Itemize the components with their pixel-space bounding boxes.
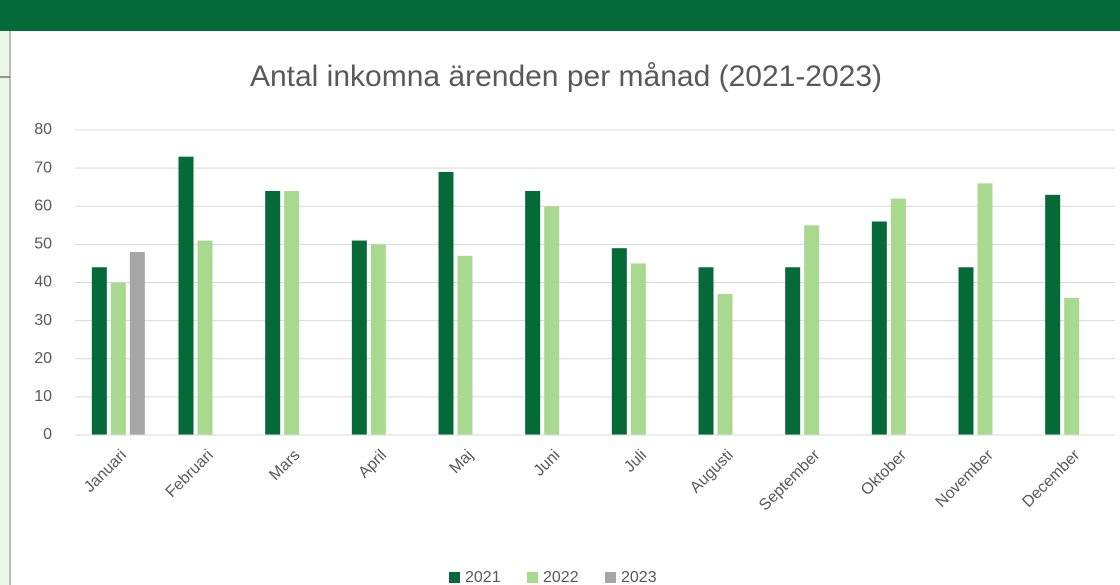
bar: [871, 221, 887, 435]
bar: [630, 263, 646, 435]
bar: [890, 198, 906, 435]
legend-label: 2022: [543, 569, 579, 585]
chart-title: Antal inkomna ärenden per månad (2021-20…: [250, 60, 882, 93]
ribbon-bar: [0, 0, 1120, 31]
bar: [698, 267, 714, 435]
y-tick-label: 20: [34, 350, 52, 367]
bar: [544, 206, 560, 435]
legend-label: 2023: [621, 569, 657, 585]
bar: [977, 183, 993, 435]
bar: [91, 267, 107, 435]
bar: [178, 156, 194, 435]
legend-swatch: [527, 572, 538, 583]
bar: [1045, 194, 1061, 435]
bar: [611, 248, 627, 435]
y-tick-label: 50: [34, 236, 52, 253]
bar: [438, 171, 454, 435]
legend-swatch: [449, 572, 460, 583]
bar: [110, 282, 126, 435]
bar: [197, 240, 213, 435]
y-tick-label: 70: [34, 159, 52, 176]
legend-label: 2021: [465, 569, 501, 585]
bar: [265, 191, 281, 435]
bar: [129, 252, 145, 435]
y-tick-label: 10: [34, 388, 52, 405]
y-tick-label: 30: [34, 312, 52, 329]
bar: [785, 267, 801, 435]
bar: [370, 244, 386, 435]
bar: [351, 240, 367, 435]
y-tick-label: 80: [34, 121, 52, 138]
bar: [525, 191, 541, 435]
bar: [1064, 297, 1080, 435]
bar: [804, 225, 820, 435]
legend-swatch: [605, 572, 616, 583]
y-tick-label: 0: [43, 426, 52, 443]
bar: [457, 255, 473, 435]
y-tick-label: 60: [34, 197, 52, 214]
bar: [958, 267, 974, 435]
y-tick-label: 40: [34, 274, 52, 291]
bar: [284, 191, 300, 435]
bar: [717, 293, 733, 435]
sheet-cells: [0, 31, 10, 585]
